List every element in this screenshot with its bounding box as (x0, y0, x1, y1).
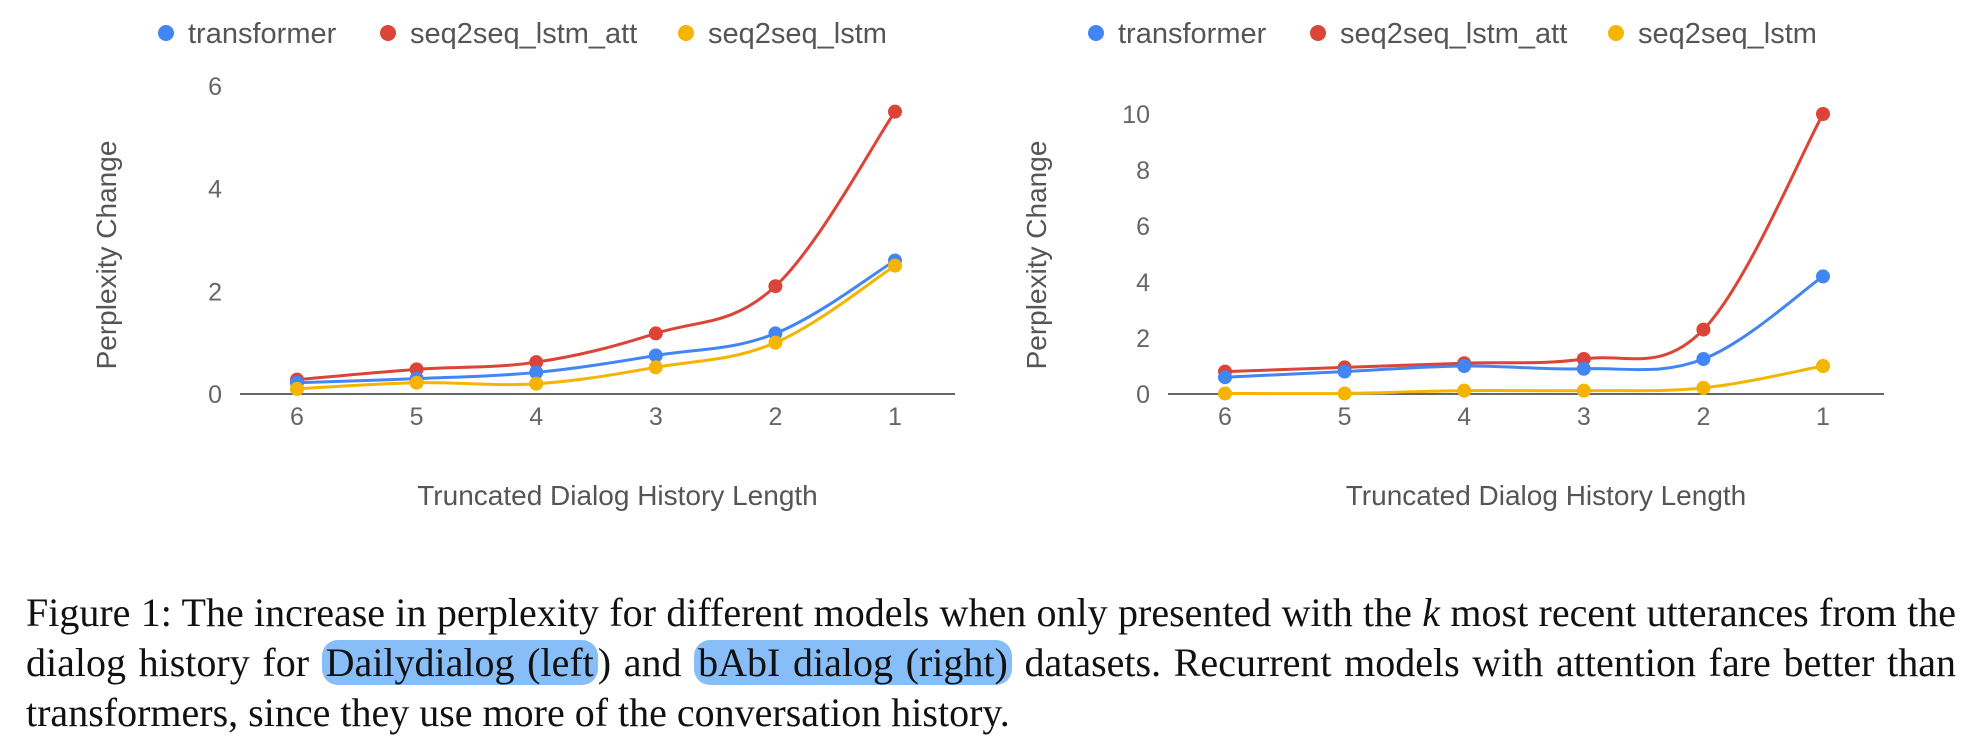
chart2-point-seq2seq_lstm-5 (1337, 386, 1352, 401)
chart2-point-seq2seq_lstm-1 (1816, 359, 1830, 373)
chart1-legend-marker-transformer (158, 25, 174, 41)
caption-text-4: datasets. Recurrent models with attentio… (26, 640, 1957, 735)
chart2-point-transformer-5 (1337, 364, 1352, 379)
chart2-y-tick-4: 4 (1136, 269, 1150, 297)
chart2-point-transformer-4 (1457, 359, 1472, 373)
chart2-point-transformer-3 (1576, 361, 1591, 376)
chart2-point-transformer-6 (1218, 370, 1232, 385)
chart2-point-seq2seq_lstm_att-1 (1816, 107, 1830, 121)
caption-highlight-dailydialog: Dailydialog (left (321, 640, 598, 685)
chart2-legend-marker-seq2seq_lstm (1608, 25, 1624, 41)
chart1-series-line-seq2seq_lstm (296, 264, 896, 391)
caption-k-variable: k (1422, 590, 1441, 635)
chart2-y-axis-label: Perplexity Change (1021, 141, 1052, 370)
chart1-x-tick-6: 6 (290, 403, 304, 431)
chart2-x-tick-5: 5 (1338, 403, 1352, 431)
chart2-x-axis-label: Truncated Dialog History Length (1346, 480, 1747, 511)
chart1-series-line-transformer (296, 259, 896, 385)
chart1-x-tick-3: 3 (649, 403, 663, 431)
chart2-y-tick-6: 6 (1136, 213, 1150, 241)
chart1-point-seq2seq_lstm_att-1 (888, 104, 902, 119)
chart1-legend-label-seq2seq_lstm: seq2seq_lstm (708, 18, 887, 50)
chart1-y-tick-2: 2 (208, 278, 222, 306)
chart1-point-seq2seq_lstm_att-3 (648, 326, 663, 341)
chart1-series-line-seq2seq_lstm_att (296, 110, 897, 382)
caption-text-3: ) and (597, 640, 695, 685)
chart1-point-seq2seq_lstm-2 (768, 335, 783, 350)
chart2-legend-marker-transformer (1088, 25, 1104, 41)
chart1-point-seq2seq_lstm_att-4 (529, 355, 544, 370)
chart2-y-tick-2: 2 (1136, 325, 1150, 353)
chart2-point-seq2seq_lstm-6 (1218, 386, 1232, 401)
chart2-legend-label-seq2seq_lstm: seq2seq_lstm (1638, 18, 1817, 50)
chart2-point-transformer-2 (1696, 352, 1711, 366)
chart1-point-seq2seq_lstm-3 (648, 360, 663, 375)
chart2-legend-label-seq2seq_lstm_att: seq2seq_lstm_att (1340, 18, 1567, 50)
figure-caption: Figure 1: The increase in perplexity for… (26, 588, 1956, 738)
caption-highlight-babi: bAbI dialog (right) (694, 640, 1012, 685)
chart1-point-transformer-3 (648, 348, 663, 363)
chart1-legend-label-seq2seq_lstm_att: seq2seq_lstm_att (410, 18, 637, 50)
chart1-y-tick-0: 0 (208, 381, 222, 409)
chart1-point-seq2seq_lstm-4 (529, 376, 544, 391)
chart2-series-line-transformer (1224, 275, 1824, 379)
chart1-point-transformer-4 (529, 365, 544, 380)
chart1-y-axis-label: Perplexity Change (91, 141, 122, 370)
chart2-point-seq2seq_lstm_att-2 (1696, 322, 1711, 337)
chart1-legend-marker-seq2seq_lstm_att (380, 25, 396, 41)
chart2-y-tick-10: 10 (1122, 101, 1150, 129)
chart1-legend-marker-seq2seq_lstm (678, 25, 694, 41)
chart1-x-axis-label: Truncated Dialog History Length (417, 480, 818, 511)
chart2-series-line-seq2seq_lstm (1224, 364, 1824, 396)
chart1-x-tick-2: 2 (768, 403, 782, 431)
chart2-legend-label-transformer: transformer (1118, 18, 1267, 50)
chart1-point-seq2seq_lstm-6 (290, 381, 304, 396)
chart1-point-seq2seq_lstm-5 (409, 375, 424, 390)
chart1-x-tick-1: 1 (888, 403, 902, 431)
chart1-x-tick-4: 4 (529, 403, 543, 431)
chart1-y-tick-4: 4 (208, 176, 222, 204)
chart2-x-tick-1: 1 (1816, 403, 1830, 431)
chart1-x-tick-5: 5 (410, 403, 424, 431)
chart2-point-seq2seq_lstm-2 (1696, 380, 1711, 395)
chart2-point-seq2seq_lstm-4 (1457, 383, 1472, 398)
chart2-point-seq2seq_lstm_att-3 (1576, 352, 1591, 366)
chart1-point-seq2seq_lstm-1 (888, 258, 902, 273)
chart2-x-tick-2: 2 (1696, 403, 1710, 431)
chart1-point-seq2seq_lstm_att-2 (768, 279, 783, 294)
chart2-legend-marker-seq2seq_lstm_att (1310, 25, 1326, 41)
chart2-x-tick-3: 3 (1577, 403, 1591, 431)
chart2-y-tick-8: 8 (1136, 157, 1150, 185)
chart2-point-seq2seq_lstm-3 (1576, 383, 1591, 398)
chart2-point-transformer-1 (1816, 269, 1830, 284)
caption-text-1: Figure 1: The increase in perplexity for… (26, 590, 1423, 635)
chart2-y-tick-0: 0 (1136, 381, 1150, 409)
chart2-x-tick-4: 4 (1457, 403, 1471, 431)
chart2-series-line-seq2seq_lstm_att (1224, 113, 1825, 374)
chart1-legend-label-transformer: transformer (188, 18, 337, 50)
chart1-y-tick-6: 6 (208, 73, 222, 101)
caption-text-2: most recent utterances from the dialog h… (26, 590, 1956, 685)
chart2-x-tick-6: 6 (1218, 403, 1232, 431)
